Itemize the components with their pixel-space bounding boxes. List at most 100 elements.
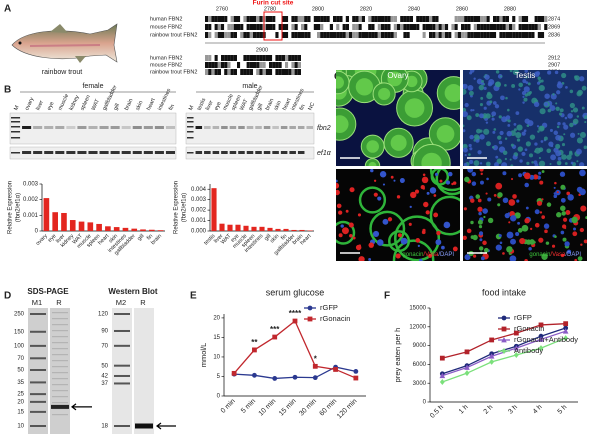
point (562, 328, 569, 334)
cell (543, 136, 548, 141)
band (55, 126, 65, 129)
cell (536, 125, 540, 128)
residue (393, 24, 397, 30)
band (238, 151, 245, 154)
signal (349, 187, 355, 193)
point (538, 322, 544, 328)
signal (463, 235, 467, 240)
signal (566, 191, 571, 196)
residue (422, 16, 426, 22)
marker-label: 25 (17, 392, 24, 398)
residue (435, 16, 439, 22)
cell (487, 91, 491, 96)
residue (499, 32, 503, 38)
residue (307, 16, 311, 22)
signal (370, 169, 374, 173)
residue (326, 16, 330, 22)
signal (475, 194, 481, 199)
residue (291, 24, 295, 30)
signal (515, 232, 520, 237)
residue (336, 32, 340, 38)
cell (511, 83, 516, 88)
cell (556, 90, 561, 95)
residue (256, 32, 260, 38)
cell (534, 150, 537, 153)
signal (517, 228, 523, 233)
residue (397, 32, 401, 38)
cell (495, 81, 502, 88)
position-label: 2820 (360, 6, 372, 12)
residue (333, 16, 337, 22)
marker-band (30, 393, 46, 396)
signal (538, 237, 544, 243)
band (221, 151, 228, 154)
cell (576, 137, 583, 144)
cell (516, 138, 521, 142)
cell (584, 121, 587, 124)
residue (278, 55, 282, 61)
cell (479, 134, 485, 140)
residue (470, 24, 474, 30)
point (272, 376, 278, 381)
cell (463, 88, 467, 95)
residue (477, 24, 481, 30)
residue (429, 24, 433, 30)
residue (349, 24, 353, 30)
residue (291, 62, 295, 68)
residue (221, 62, 225, 68)
residue (397, 16, 401, 22)
marker-band (114, 374, 130, 377)
residue (243, 69, 247, 75)
residue (253, 55, 257, 61)
panel-label: A (4, 4, 11, 15)
signal (409, 205, 412, 209)
cell (526, 124, 530, 127)
residue (521, 32, 525, 38)
residue (377, 24, 381, 30)
residue (429, 16, 433, 22)
cell (515, 131, 522, 139)
band (204, 126, 211, 129)
residue (525, 32, 529, 38)
residue (227, 24, 231, 30)
residue (390, 32, 394, 38)
cell (569, 122, 574, 128)
residue (205, 69, 209, 75)
residue (381, 32, 385, 38)
cell (507, 119, 511, 123)
residue (246, 16, 250, 22)
residue (269, 55, 273, 61)
signal (512, 194, 517, 199)
signal (479, 169, 484, 172)
cell (509, 158, 512, 161)
signal (560, 197, 566, 203)
species-label: rainbow trout (42, 69, 83, 76)
significance: * (314, 354, 318, 363)
residue (256, 24, 260, 30)
residue (512, 24, 516, 30)
smear (52, 342, 68, 344)
residue (387, 24, 391, 30)
residue (323, 16, 327, 22)
signal (576, 186, 583, 193)
residue (544, 24, 548, 30)
cell (546, 148, 552, 154)
point (513, 345, 520, 351)
cell (498, 140, 503, 145)
legend-label: rGonacin (320, 314, 350, 323)
residue (240, 62, 244, 68)
cell (577, 132, 580, 135)
residue (537, 24, 541, 30)
residue (544, 16, 548, 22)
y-tick-label: 0.003 (23, 182, 39, 188)
signal (541, 170, 545, 173)
blot-title: SDS-PAGE (27, 287, 69, 296)
cell (528, 90, 532, 95)
residue (275, 69, 279, 75)
cell (485, 113, 491, 119)
residue (537, 16, 541, 22)
residue (301, 32, 305, 38)
residue (342, 32, 346, 38)
signal (470, 198, 475, 203)
signal (554, 181, 557, 185)
